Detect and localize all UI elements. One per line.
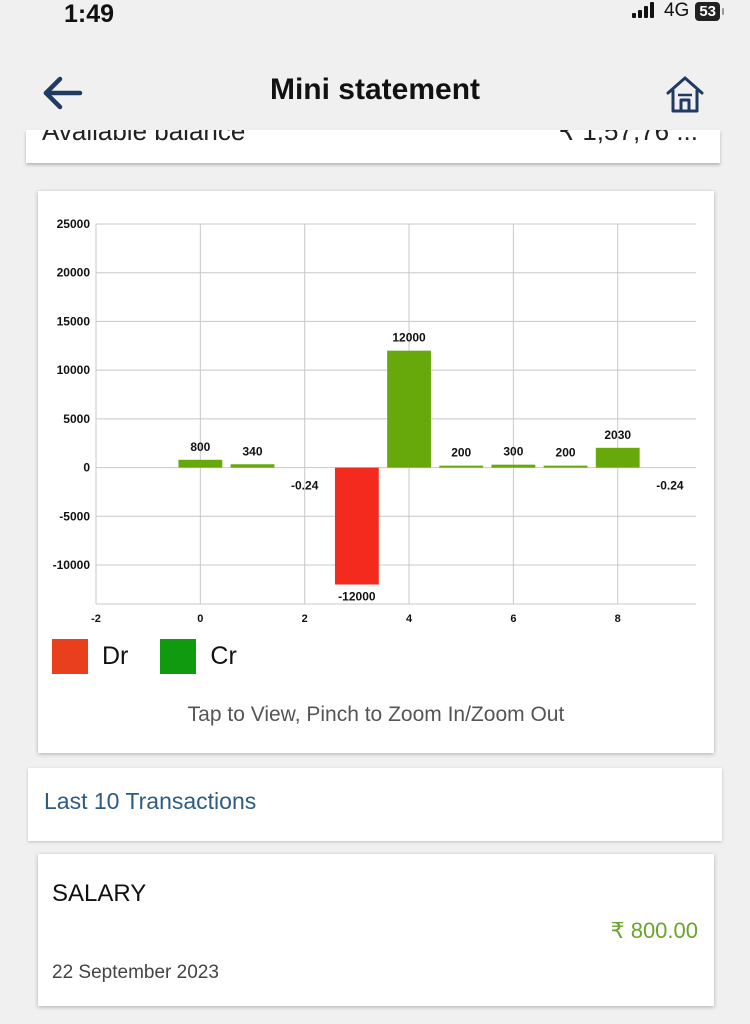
x-tick-label: 2: [302, 613, 308, 625]
bar: [491, 464, 536, 468]
legend-item-cr: Cr: [160, 639, 237, 674]
back-button[interactable]: [40, 73, 84, 113]
chart-card[interactable]: 25000 20000 15000 10000 5000 0 -5000 -10000 -2 0 2…: [38, 191, 714, 753]
transaction-item[interactable]: SALARY ₹ 800.00 22 September 2023: [38, 854, 714, 1006]
balance-label: Available balance: [42, 130, 246, 146]
battery-icon: 53: [695, 1, 724, 21]
y-tick-label: 10000: [57, 363, 91, 377]
chart-legend: Dr Cr: [52, 639, 269, 674]
balance-value: ₹ 1,57,76 ...: [558, 130, 698, 146]
transactions-header[interactable]: Last 10 Transactions: [28, 768, 722, 841]
bar: [178, 459, 223, 468]
bar: [230, 464, 275, 468]
x-tick-label: 0: [197, 613, 203, 625]
balance-card: Available balance ₹ 1,57,76 ...: [26, 130, 720, 163]
bar-data-label: 300: [503, 445, 523, 459]
transaction-title: SALARY: [52, 880, 147, 907]
bar: [387, 350, 431, 468]
legend-swatch-cr: [160, 639, 197, 674]
status-indicators: 4G 53: [631, 0, 724, 22]
bar-data-label: 12000: [392, 331, 426, 345]
app-header: Mini statement: [0, 55, 750, 130]
status-time: 1:49: [64, 0, 115, 28]
home-icon: [666, 76, 704, 113]
bar-data-label: 2030: [604, 428, 631, 442]
x-tick-label: -2: [91, 613, 101, 625]
bar-data-label: 200: [451, 446, 471, 460]
y-tick-label: -10000: [53, 558, 91, 572]
y-tick-label: -5000: [59, 509, 90, 523]
network-label: 4G: [663, 0, 690, 21]
y-tick-label: 25000: [57, 217, 91, 231]
x-tick-label: 4: [406, 613, 413, 625]
bar-data-label: 800: [190, 440, 210, 454]
status-bar: 1:49 4G 53: [0, 0, 750, 40]
bar: [595, 447, 640, 468]
transaction-bar-chart[interactable]: 25000 20000 15000 10000 5000 0 -5000 -10000 -2 0 2…: [38, 191, 714, 631]
transactions-header-label: Last 10 Transactions: [44, 788, 257, 814]
legend-swatch-dr: [52, 639, 88, 674]
bar: [543, 465, 588, 468]
bar-data-label: 200: [556, 446, 576, 460]
y-tick-label: 15000: [57, 314, 91, 328]
bar-data-label: -0.24: [291, 479, 319, 493]
page-title: Mini statement: [269, 73, 481, 106]
y-tick-label: 0: [83, 461, 90, 475]
bar-data-label: 340: [243, 444, 263, 458]
legend-item-dr: Dr: [52, 639, 128, 674]
y-tick-label: 5000: [63, 412, 90, 426]
bar-data-label: -12000: [338, 590, 376, 604]
signal-icon: [631, 2, 658, 20]
bar-data-label: -0.24: [656, 479, 684, 493]
transaction-amount: ₹ 800.00: [610, 918, 698, 943]
y-tick-label: 20000: [57, 266, 91, 280]
home-button[interactable]: [664, 73, 706, 115]
x-tick-label: 6: [510, 613, 516, 625]
transaction-date: 22 September 2023: [52, 962, 219, 983]
legend-label-dr: Dr: [102, 642, 129, 670]
arrow-left-icon: [43, 76, 83, 110]
legend-label-cr: Cr: [210, 642, 237, 670]
x-tick-label: 8: [615, 613, 621, 625]
bar: [334, 467, 379, 585]
chart-hint: Tap to View, Pinch to Zoom In/Zoom Out: [187, 703, 565, 726]
bar: [439, 465, 484, 468]
